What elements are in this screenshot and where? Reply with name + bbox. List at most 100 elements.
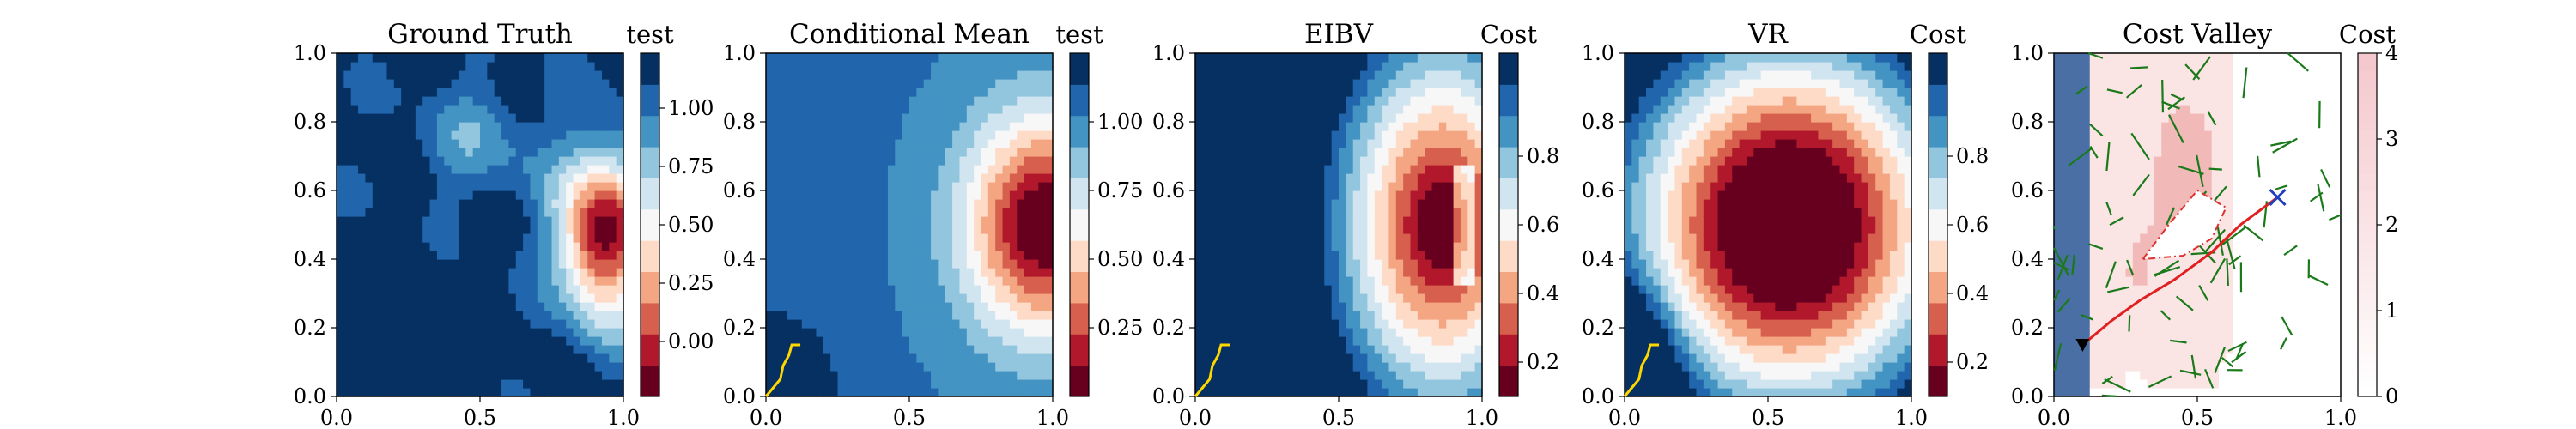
heatmap-cell (1346, 345, 1354, 354)
heatmap-cell (959, 173, 968, 183)
heatmap-cell (1195, 53, 1203, 63)
heatmap-cell (343, 216, 352, 226)
heatmap-cell (386, 285, 395, 294)
heatmap-cell (974, 388, 982, 397)
colorbar-segment (1499, 334, 1518, 366)
heatmap-cell (436, 96, 445, 106)
heatmap-cell (1374, 148, 1382, 157)
heatmap-cell (380, 173, 388, 183)
heatmap-cell (465, 388, 474, 397)
heatmap-cell (501, 156, 509, 166)
colorbar-segment (1499, 178, 1518, 210)
heatmap-cell (1367, 216, 1376, 226)
x-tick-label: 0.0 (320, 406, 353, 429)
heatmap-cell (1295, 345, 1303, 354)
heatmap-cell (1467, 319, 1476, 329)
heatmap-cell (1631, 353, 1640, 363)
heatmap-cell (1316, 362, 1325, 372)
heatmap-cell (902, 345, 910, 354)
heatmap-cell (1382, 242, 1390, 251)
heatmap-cell (465, 208, 474, 217)
heatmap-cell (350, 105, 359, 114)
heatmap-cell (1331, 165, 1340, 174)
heatmap-cell (429, 302, 438, 311)
heatmap-cell (952, 268, 961, 277)
heatmap-cell (523, 328, 532, 337)
heatmap-cell (780, 251, 788, 260)
heatmap-cell (880, 345, 889, 354)
heatmap-cell (1438, 130, 1447, 140)
heatmap-cell (523, 113, 532, 123)
heatmap-cell (372, 311, 380, 320)
heatmap-cell (766, 165, 774, 174)
heatmap-cell (880, 319, 889, 329)
heatmap-cell (1002, 362, 1011, 372)
heatmap-cell (515, 225, 524, 234)
heatmap-cell (873, 113, 882, 123)
heatmap-cell (966, 88, 975, 97)
heatmap-cell (372, 88, 380, 97)
heatmap-cell (1403, 276, 1412, 286)
heatmap-cell (350, 371, 359, 380)
heatmap-cell (1281, 362, 1290, 372)
heatmap-cell (1009, 268, 1018, 277)
heatmap-cell (1460, 199, 1468, 208)
heatmap-cell (801, 353, 810, 363)
heatmap-cell (880, 96, 889, 106)
heatmap-cell (530, 156, 538, 166)
heatmap-cell (544, 62, 553, 71)
heatmap-cell (923, 242, 932, 251)
heatmap-cell (487, 293, 495, 303)
heatmap-cell (1252, 268, 1261, 277)
heatmap-cell (609, 336, 617, 346)
heatmap-cell (1324, 345, 1333, 354)
heatmap-cell (873, 130, 882, 140)
heatmap-cell (1474, 216, 1483, 226)
heatmap-cell (386, 388, 395, 397)
heatmap-cell (487, 336, 495, 346)
heatmap-cell (372, 208, 380, 217)
heatmap-cell (1202, 113, 1211, 123)
heatmap-cell (1224, 268, 1232, 277)
heatmap-cell (1410, 105, 1419, 114)
heatmap-cell (415, 233, 423, 243)
heatmap-cell (594, 190, 603, 200)
heatmap-cell (852, 251, 860, 260)
heatmap-cell (1038, 96, 1047, 106)
heatmap-cell (436, 139, 445, 148)
heatmap-cell (1309, 225, 1318, 234)
heatmap-cell (1453, 259, 1461, 269)
heatmap-cell (343, 242, 352, 251)
heatmap-cell (1017, 148, 1025, 157)
heatmap-cell (393, 208, 402, 217)
heatmap-cell (887, 53, 896, 63)
heatmap-cell (1195, 148, 1203, 157)
heatmap-cell (987, 62, 996, 71)
heatmap-cell (1267, 371, 1275, 380)
heatmap-cell (1474, 293, 1483, 303)
heatmap-cell (1446, 362, 1455, 372)
heatmap-cell (1374, 353, 1382, 363)
heatmap-cell (1367, 233, 1376, 243)
heatmap-cell (830, 251, 839, 260)
heatmap-cell (558, 345, 567, 354)
heatmap-cell (887, 156, 896, 166)
heatmap-cell (472, 379, 481, 389)
heatmap-cell (1230, 379, 1239, 389)
heatmap-cell (501, 79, 509, 88)
heatmap-cell (902, 173, 910, 183)
heatmap-cell (816, 233, 824, 243)
heatmap-cell (1382, 285, 1390, 294)
heatmap-cell (1038, 319, 1047, 329)
heatmap-cell (974, 336, 982, 346)
heatmap-cell (422, 371, 431, 380)
heatmap-cell (380, 148, 388, 157)
heatmap-cell (1002, 139, 1011, 148)
colorbar-tick-label: 0.50 (1097, 247, 1143, 271)
heatmap-cell (616, 173, 624, 183)
heatmap-cell (401, 353, 410, 363)
heatmap-cell (1202, 79, 1211, 88)
heatmap-cell (1195, 190, 1203, 200)
heatmap-cell (866, 259, 874, 269)
heatmap-cell (573, 371, 581, 380)
